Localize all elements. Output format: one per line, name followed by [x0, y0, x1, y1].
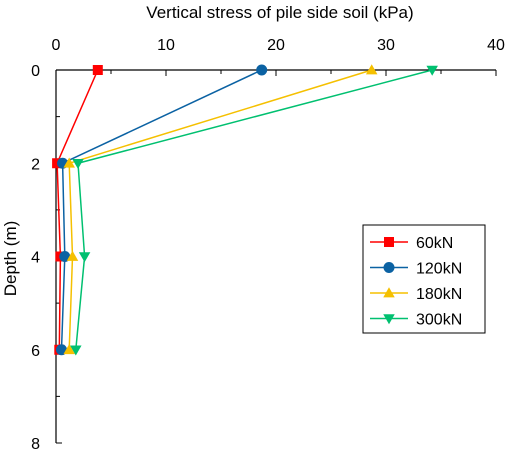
series-line [68, 69, 372, 350]
x-axis-title: Vertical stress of pile side soil (kPa) [146, 3, 413, 22]
x-tick-label: 10 [157, 37, 175, 54]
legend-item: 60kN [370, 235, 453, 252]
legend-marker [384, 237, 394, 247]
data-point [56, 344, 67, 356]
legend-marker [383, 314, 395, 325]
series-180kN [63, 64, 378, 355]
data-point [63, 157, 75, 168]
data-point [78, 252, 91, 263]
legend-item: 300kN [370, 312, 462, 329]
legend-item: 180kN [370, 286, 462, 303]
data-point [426, 65, 438, 76]
y-tick-label: 4 [31, 250, 40, 267]
legend-label: 120kN [416, 261, 462, 278]
x-tick-label: 30 [377, 37, 395, 54]
y-tick-label: 0 [31, 63, 40, 80]
data-point [59, 251, 71, 262]
data-point [70, 345, 82, 356]
legend-item: 120kN [370, 261, 462, 278]
legend-label: 180kN [416, 286, 462, 303]
y-tick-label: 8 [31, 436, 40, 449]
legend-marker [383, 262, 395, 273]
y-tick-label: 2 [31, 156, 40, 173]
data-point [63, 344, 75, 355]
x-tick-label: 20 [267, 37, 285, 54]
data-point [92, 65, 103, 75]
series-300kN [70, 65, 438, 356]
legend-box [362, 224, 486, 334]
legend-label: 300kN [416, 312, 462, 329]
legend-marker [383, 287, 395, 298]
data-point [72, 158, 84, 169]
data-point [66, 250, 79, 261]
y-axis-title: Depth (m) [1, 221, 20, 297]
data-point [256, 64, 268, 76]
legend: 60kN 120kN 180kN 300kN [362, 224, 486, 334]
series-layer [52, 64, 438, 356]
series-line [56, 69, 99, 350]
series-line [60, 69, 263, 350]
legend-label: 60kN [416, 235, 453, 252]
series-120kN [56, 64, 268, 356]
y-tick-label: 6 [31, 343, 40, 360]
data-point [365, 64, 378, 75]
series-line [75, 69, 433, 350]
x-tick-label: 0 [52, 37, 61, 54]
x-tick-label: 40 [487, 37, 505, 54]
